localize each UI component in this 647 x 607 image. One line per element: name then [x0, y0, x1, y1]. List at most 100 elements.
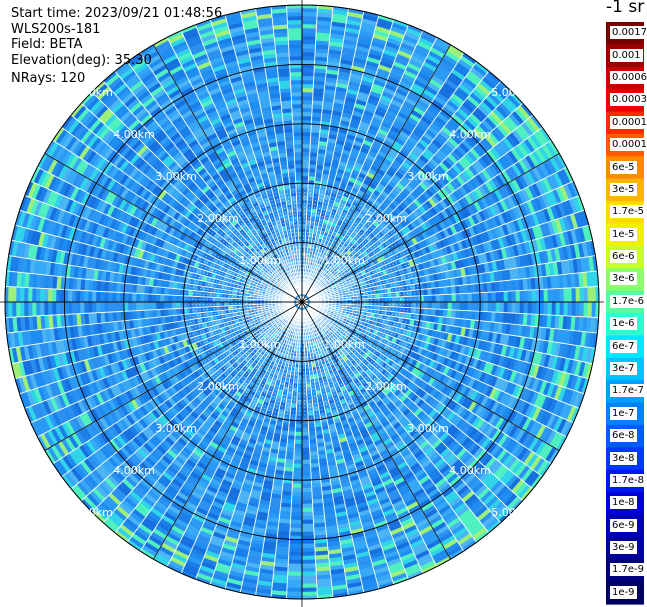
range-gate-cell — [301, 171, 309, 177]
range-gate-cell — [495, 291, 501, 303]
range-gate-cell — [301, 71, 315, 77]
range-gate-cell — [287, 571, 303, 577]
range-gate-cell — [527, 289, 533, 303]
range-gate-cell — [287, 431, 296, 437]
range-gate-cell — [301, 431, 310, 437]
range-gate-cell — [423, 301, 429, 309]
range-gate-cell — [507, 301, 513, 314]
range-gate-cell — [286, 443, 295, 448]
range-gate-cell — [301, 131, 312, 137]
range-gate-cell — [309, 447, 318, 452]
range-gate-cell — [301, 379, 307, 385]
range-gate-cell — [301, 219, 307, 225]
range-gate-cell — [559, 288, 565, 303]
range-gate-cell — [415, 307, 421, 315]
range-gate-cell — [301, 79, 314, 85]
range-gate-cell — [519, 301, 525, 314]
range-gate-cell — [471, 292, 477, 303]
range-gate-cell — [286, 587, 303, 593]
range-gate-cell — [295, 423, 303, 429]
range-gate-cell — [450, 285, 456, 295]
range-gate-cell — [443, 294, 449, 303]
range-gate-cell — [286, 591, 303, 597]
range-gate-cell — [287, 579, 303, 585]
range-gate-cell — [301, 527, 315, 533]
range-gate-cell — [447, 309, 452, 318]
range-gate-cell — [415, 295, 421, 303]
range-gate-cell — [507, 290, 513, 303]
range-gate-cell — [301, 487, 313, 493]
range-gate-cell — [295, 415, 303, 421]
range-gate-cell — [301, 11, 318, 17]
range-gate-cell — [451, 293, 457, 303]
range-gate-cell — [455, 293, 461, 303]
range-gate-cell — [467, 292, 473, 303]
range-gate-cell — [301, 427, 309, 433]
range-gate-cell — [431, 287, 437, 296]
range-gate-cell — [286, 439, 295, 444]
range-gate-cell — [301, 175, 309, 181]
range-gate-cell — [491, 301, 497, 313]
range-gate-cell — [309, 156, 318, 161]
range-gate-cell — [427, 301, 433, 309]
range-gate-cell — [301, 91, 314, 97]
range-gate-cell — [297, 379, 303, 385]
range-gate-cell — [443, 286, 448, 295]
range-gate-cell — [487, 301, 493, 313]
range-gate-cell — [301, 555, 316, 561]
range-gate-cell — [292, 471, 303, 477]
range-gate-cell — [567, 301, 573, 317]
range-gate-cell — [423, 288, 429, 296]
range-gate-cell — [291, 499, 303, 505]
range-gate-cell — [567, 287, 573, 303]
range-gate-cell — [288, 555, 303, 561]
range-gate-cell — [531, 301, 537, 315]
range-gate-cell — [301, 127, 312, 133]
range-gate-cell — [511, 301, 517, 314]
range-gate-cell — [293, 463, 303, 469]
range-gate-cell — [563, 287, 569, 303]
range-gate-cell — [295, 427, 303, 433]
range-gate-cell — [286, 447, 295, 452]
range-gate-cell — [431, 294, 437, 303]
range-gate-cell — [511, 290, 517, 303]
range-gate-cell — [435, 287, 440, 296]
range-gate-cell — [301, 467, 312, 473]
range-gate-cell — [443, 309, 448, 318]
range-gate-cell — [571, 287, 577, 303]
range-gate-cell — [455, 301, 461, 311]
range-gate-cell — [563, 301, 569, 317]
range-gate-cell — [301, 103, 313, 109]
range-gate-cell — [301, 435, 310, 441]
range-gate-cell — [288, 551, 303, 557]
range-gate-cell — [439, 309, 444, 318]
range-gate-cell — [308, 431, 317, 437]
range-gate-cell — [287, 563, 303, 569]
range-gate-cell — [301, 515, 314, 521]
range-gate-cell — [292, 467, 303, 473]
range-gate-cell — [423, 308, 429, 316]
range-gate-cell — [301, 455, 311, 461]
range-gate-cell — [301, 415, 309, 421]
range-gate-cell — [475, 292, 481, 303]
range-gate-cell — [301, 499, 313, 505]
range-gate-cell — [307, 183, 315, 189]
range-gate-cell — [301, 31, 317, 37]
range-gate-cell — [301, 167, 310, 173]
range-gate-cell — [301, 519, 314, 525]
range-gate-cell — [483, 301, 489, 312]
range-gate-cell — [523, 301, 529, 315]
range-gate-cell — [309, 148, 319, 154]
range-gate-cell — [301, 563, 317, 569]
range-gate-cell — [290, 507, 303, 513]
range-gate-cell — [499, 301, 505, 313]
range-gate-cell — [301, 459, 311, 465]
range-gate-cell — [555, 301, 561, 316]
range-gate-cell — [291, 491, 303, 497]
range-gate-cell — [555, 288, 561, 303]
range-gate-cell — [301, 47, 316, 53]
range-gate-cell — [294, 435, 303, 441]
range-gate-cell — [431, 308, 437, 317]
range-gate-cell — [579, 301, 585, 317]
